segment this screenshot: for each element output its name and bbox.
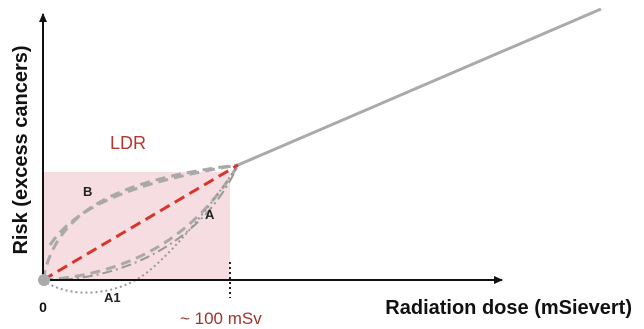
region-label: LDR <box>110 133 146 153</box>
curve-a-label: A <box>205 207 215 222</box>
x-axis-label: Radiation dose (mSievert) <box>385 297 632 319</box>
linear-no-threshold <box>42 163 239 282</box>
curve-b-label: B <box>83 184 92 199</box>
curve-b-outer <box>41 163 239 281</box>
curve-a1-label: A1 <box>104 290 121 305</box>
curve-a1 <box>42 164 239 294</box>
curve-lower <box>42 164 240 282</box>
curve-b-inner <box>48 163 239 246</box>
origin-point <box>38 274 50 286</box>
linear-high-dose <box>237 7 602 167</box>
origin-label: 0 <box>39 299 47 315</box>
threshold-label: ~ 100 mSv <box>180 309 262 328</box>
y-axis-label: Risk (excess cancers) <box>10 45 32 254</box>
